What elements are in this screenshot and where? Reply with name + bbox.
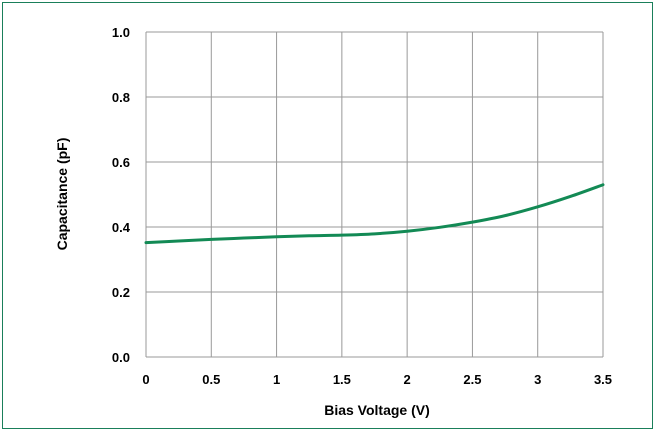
y-tick-label: 0.6 — [112, 155, 130, 170]
series-line — [144, 183, 605, 245]
x-axis-ticks: 0 0.5 1 1.5 2 2.5 3 3.5 — [142, 372, 612, 387]
y-tick-label: 0.8 — [112, 90, 130, 105]
x-tick-label: 0 — [142, 372, 149, 387]
x-tick-label: 3.5 — [594, 372, 612, 387]
x-tick-label: 3 — [534, 372, 541, 387]
y-axis-ticks: 0.0 0.2 0.4 0.6 0.8 1.0 — [112, 25, 131, 365]
y-axis-title: Capacitance (pF) — [54, 138, 70, 251]
y-tick-label: 0.4 — [112, 220, 131, 235]
x-tick-label: 1.5 — [333, 372, 351, 387]
x-axis-title: Bias Voltage (V) — [324, 402, 430, 418]
y-tick-label: 1.0 — [112, 25, 130, 40]
x-tick-label: 2 — [404, 372, 411, 387]
grid — [145, 31, 604, 358]
x-tick-label: 1 — [273, 372, 280, 387]
x-tick-label: 0.5 — [202, 372, 220, 387]
x-tick-label: 2.5 — [463, 372, 481, 387]
y-tick-label: 0.0 — [112, 350, 130, 365]
series-layer — [144, 183, 605, 245]
chart-frame — [2, 2, 653, 429]
y-tick-label: 0.2 — [112, 285, 130, 300]
